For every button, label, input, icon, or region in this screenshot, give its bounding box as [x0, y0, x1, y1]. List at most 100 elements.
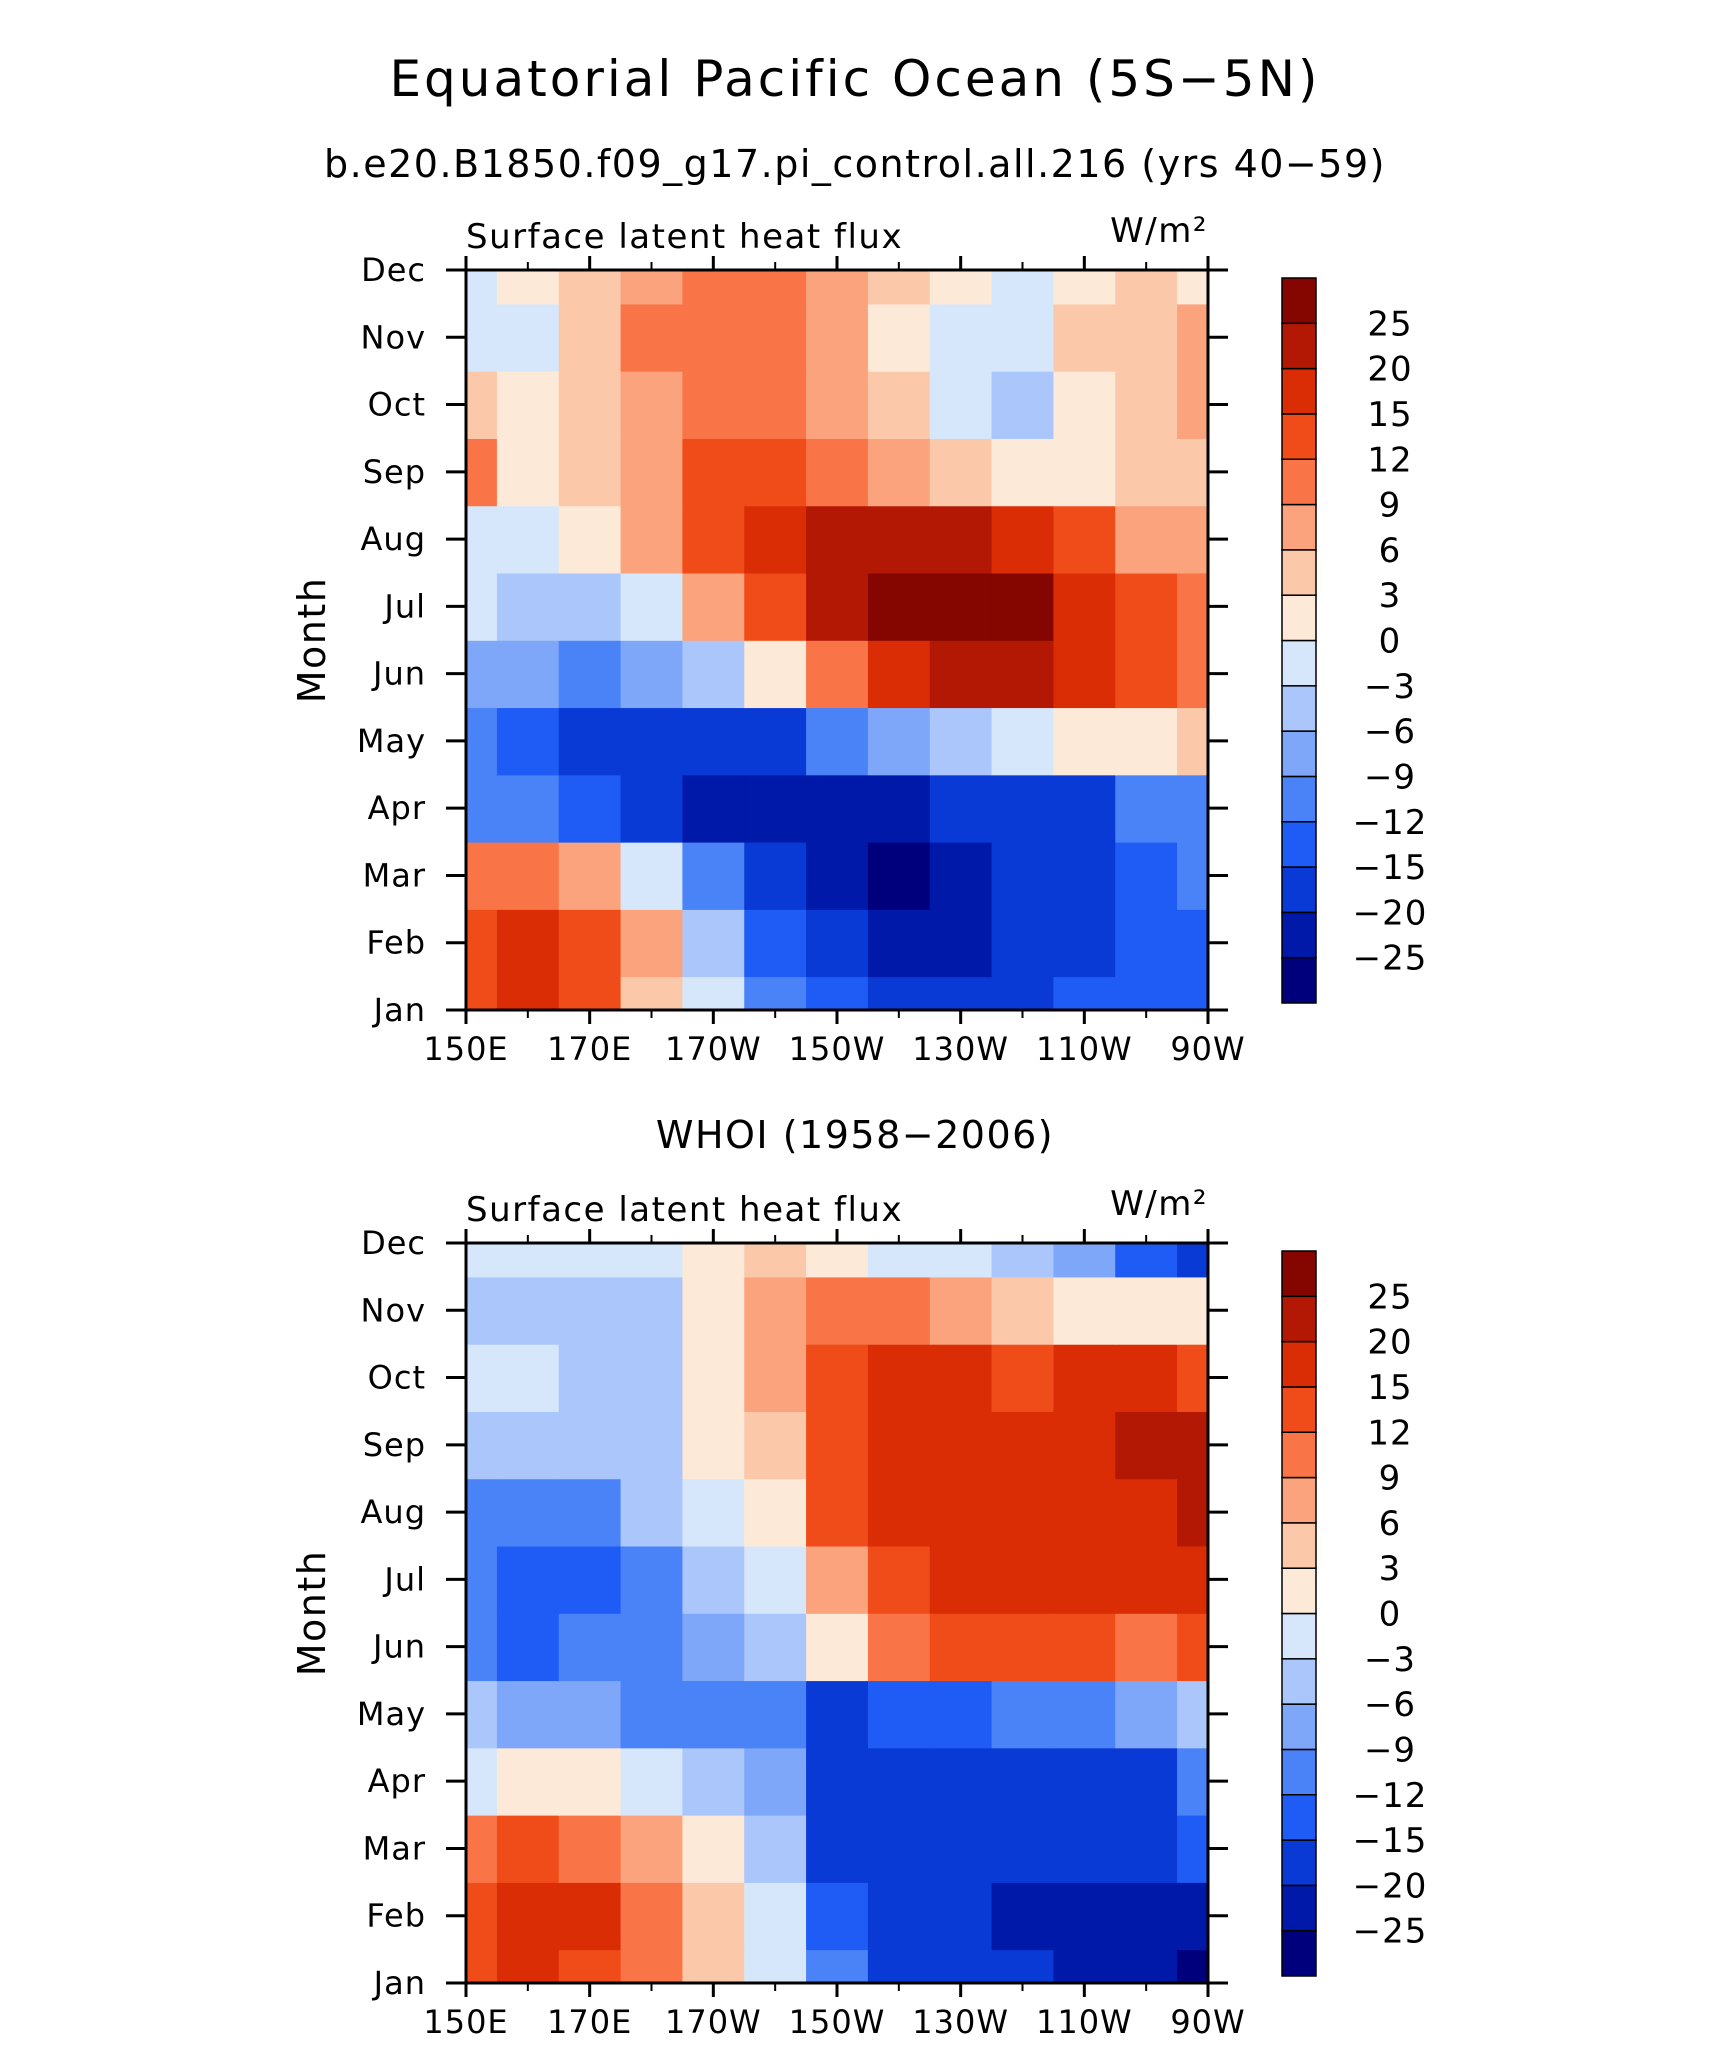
- colorbar-box: [1281, 503, 1317, 551]
- heatmap-cell: [1115, 774, 1178, 843]
- heatmap-cell: [496, 1814, 560, 1883]
- heatmap-cell: [744, 1949, 807, 1983]
- heatmap-cell: [1115, 370, 1178, 439]
- x-tick-label: 90W: [1170, 1030, 1245, 1068]
- heatmap-cell: [682, 1276, 746, 1345]
- heatmap-cell: [620, 1613, 684, 1682]
- colorbar-box: [1281, 322, 1317, 370]
- heatmap-cell: [991, 707, 1055, 776]
- colorbar-label: −12: [1353, 1776, 1428, 1816]
- heatmap-cell: [682, 270, 746, 305]
- heatmap-cell: [806, 303, 869, 372]
- heatmap-cell: [991, 1814, 1055, 1883]
- colorbar-label: −15: [1353, 1821, 1428, 1861]
- heatmap-cell: [466, 1411, 498, 1480]
- y-tick-label: Jan: [372, 991, 426, 1029]
- heatmap-cell: [682, 303, 746, 372]
- heatmap-cell: [806, 1613, 869, 1682]
- colorbar-box: [1281, 956, 1317, 1004]
- heatmap-cell: [466, 707, 498, 776]
- heatmap-cell: [806, 909, 869, 978]
- colorbar-label: 15: [1367, 1368, 1412, 1408]
- colorbar-label: 15: [1367, 395, 1412, 435]
- x-tick-label: 170E: [547, 2003, 632, 2041]
- heatmap-cell: [929, 1243, 993, 1278]
- heatmap-cell: [558, 370, 622, 439]
- heatmap-cell: [496, 370, 560, 439]
- heatmap-field: [466, 270, 1208, 1010]
- heatmap-cell: [620, 303, 684, 372]
- heatmap-cell: [991, 1613, 1055, 1682]
- colorbar-label: 3: [1379, 576, 1402, 616]
- heatmap-cell: [1053, 438, 1117, 507]
- heatmap-cell: [929, 707, 993, 776]
- heatmap-cell: [620, 505, 684, 574]
- y-tick-label: Aug: [361, 1493, 426, 1531]
- heatmap-cell: [867, 1814, 931, 1883]
- heatmap-cell: [620, 1949, 684, 1983]
- colorbar-label: −25: [1353, 1912, 1428, 1952]
- heatmap-cell: [1177, 572, 1208, 641]
- heatmap-cell: [1115, 270, 1178, 305]
- y-tick-label: May: [357, 1695, 426, 1733]
- heatmap-cell: [1115, 1478, 1178, 1547]
- heatmap-cell: [682, 1680, 746, 1749]
- heatmap-cell: [806, 505, 869, 574]
- heatmap-cell: [929, 909, 993, 978]
- heatmap-cell: [558, 1478, 622, 1547]
- heatmap-cell: [744, 1243, 807, 1278]
- heatmap-cell: [466, 303, 498, 372]
- heatmap-cell: [744, 841, 807, 910]
- heatmap-cell: [466, 370, 498, 439]
- colorbar-label: 0: [1379, 1595, 1402, 1635]
- x-tick-label: 170W: [665, 2003, 762, 2041]
- heatmap-cell: [991, 1545, 1055, 1614]
- heatmap-cell: [1177, 1343, 1208, 1412]
- y-tick-label: Oct: [368, 1359, 426, 1397]
- heatmap-cell: [1053, 1411, 1117, 1480]
- heatmap-cell: [929, 1949, 993, 1983]
- y-axis-label: Month: [290, 577, 334, 704]
- heatmap-cell: [496, 1882, 560, 1951]
- heatmap-cell: [991, 774, 1055, 843]
- panel-subtitle: WHOI (1958−2006): [656, 1113, 1054, 1157]
- panel-subtitle: b.e20.B1850.f09_g17.pi_control.all.216 (…: [324, 142, 1386, 186]
- heatmap-cell: [867, 774, 931, 843]
- y-tick-label: Nov: [361, 1291, 426, 1329]
- heatmap-cell: [620, 1680, 684, 1749]
- heatmap-cell: [682, 640, 746, 709]
- heatmap-cell: [867, 370, 931, 439]
- heatmap-cell: [1115, 1545, 1178, 1614]
- colorbar-box: [1281, 1340, 1317, 1388]
- heatmap-cell: [682, 1747, 746, 1816]
- heatmap-cell: [1115, 1613, 1178, 1682]
- heatmap-cell: [496, 1243, 560, 1278]
- y-tick-label: Apr: [368, 1762, 426, 1800]
- x-tick-label: 150W: [789, 2003, 886, 2041]
- heatmap-field: [466, 1243, 1208, 1983]
- colorbar-label: 6: [1379, 531, 1402, 571]
- heatmap-cell: [558, 438, 622, 507]
- heatmap-cell: [682, 774, 746, 843]
- panel-observations: 150E 170E 170W 150W 130W 110W 90W Jan Feb Mar Apr M…: [290, 1113, 1428, 2041]
- heatmap-cell: [1053, 1545, 1117, 1614]
- heatmap-cell: [929, 774, 993, 843]
- colorbar-label: −20: [1353, 1866, 1428, 1906]
- y-tick-label: May: [357, 722, 426, 760]
- colorbar-box: [1281, 1476, 1317, 1524]
- colorbar-box: [1281, 1250, 1317, 1298]
- heatmap-cell: [991, 505, 1055, 574]
- heatmap-cell: [929, 438, 993, 507]
- heatmap-cell: [466, 1680, 498, 1749]
- colorbar-label: 9: [1379, 1459, 1402, 1499]
- heatmap-cell: [620, 1545, 684, 1614]
- colorbar-box: [1281, 639, 1317, 687]
- heatmap-cell: [1053, 1343, 1117, 1412]
- heatmap-cell: [867, 640, 931, 709]
- heatmap-cell: [867, 976, 931, 1010]
- heatmap-cell: [466, 1276, 498, 1345]
- heatmap-cell: [1053, 370, 1117, 439]
- heatmap-cell: [558, 303, 622, 372]
- heatmap-cell: [1115, 303, 1178, 372]
- heatmap-cell: [991, 909, 1055, 978]
